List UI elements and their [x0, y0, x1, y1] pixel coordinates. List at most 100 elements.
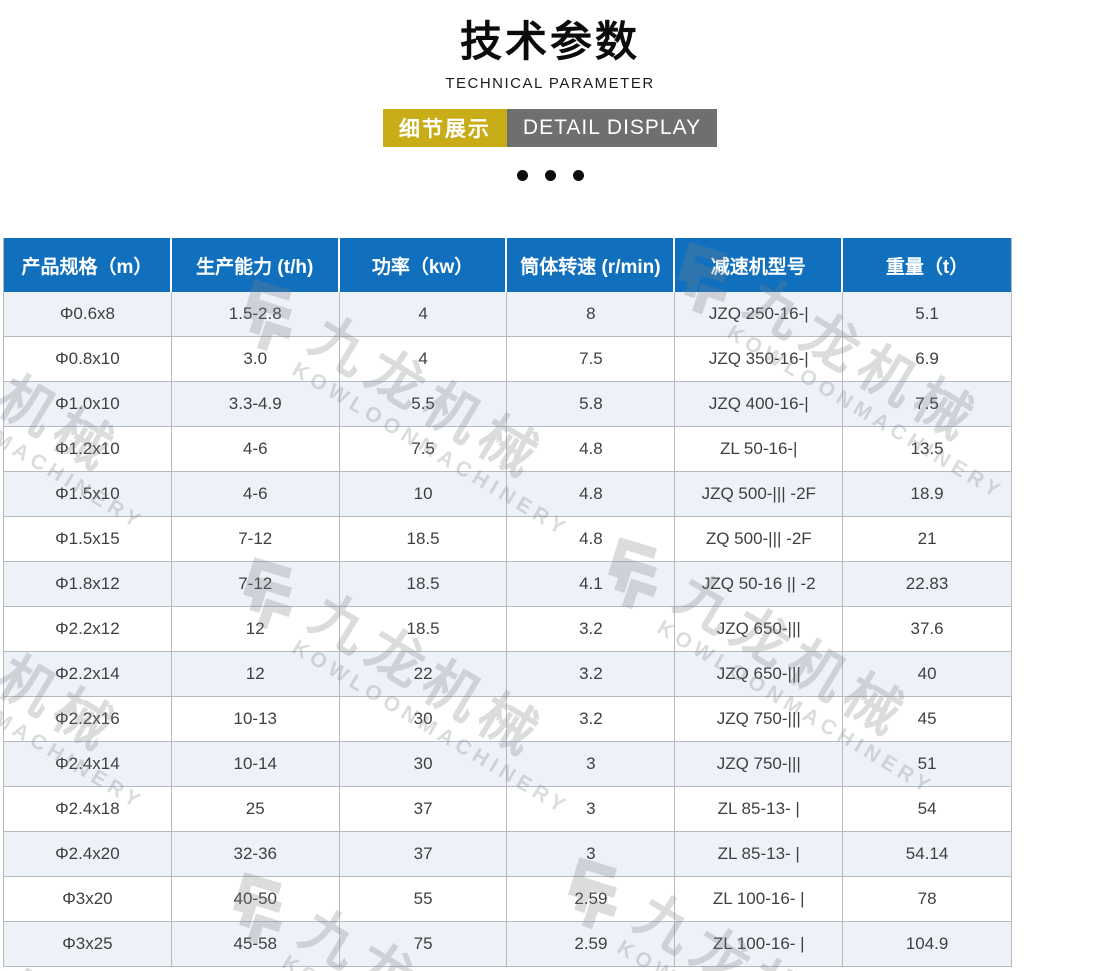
table-cell: 4-6: [172, 472, 340, 516]
table-row: Φ2.2x16 10-13 30 3.2 JZQ 750-||| 45: [4, 697, 1011, 742]
table-cell: ZL 100-16- |: [675, 877, 844, 921]
page-title: 技术参数: [459, 18, 640, 65]
table-cell: 40: [917, 664, 937, 683]
table-body: Φ0.6x8 1.5-2.8 4 8 JZQ 250-16-| 5.1 Φ0.8…: [4, 292, 1011, 967]
table-cell: 4-6: [172, 427, 340, 471]
table-cell: 22.83: [905, 574, 949, 593]
table-cell: 18.9: [910, 484, 944, 503]
table-cell: 3.2: [507, 652, 676, 696]
table-row: Φ1.2x10 4-6 7.5 4.8 ZL 50-16-| 13.5: [4, 427, 1011, 472]
table-cell: 32-36: [172, 832, 340, 876]
col-header-spec: 产品规格（m）: [4, 238, 172, 292]
table-cell: 51: [917, 754, 937, 773]
table-cell: 4.1: [507, 562, 676, 606]
col-header-capacity: 生产能力 (t/h): [171, 238, 340, 292]
table-cell: Φ2.2x14: [4, 652, 172, 696]
table-cell: Φ2.4x18: [4, 787, 172, 831]
table-cell: 18.5: [340, 562, 508, 606]
table-row: Φ3x25 45-58 75 2.59 ZL 100-16- | 104.9: [4, 922, 1011, 967]
col-header-speed: 筒体转速 (r/min): [507, 238, 676, 292]
dot: [572, 170, 584, 182]
table-cell: 8: [507, 292, 676, 336]
table-cell: JZQ 400-16-|: [675, 382, 844, 426]
table-row: Φ1.5x15 7-12 18.5 4.8 ZQ 500-||| -2F 21: [4, 517, 1011, 562]
table-cell: JZQ 350-16-|: [675, 337, 844, 381]
page-header: 技术参数 TECHNICAL PARAMETER 细节展示 DETAIL DIS…: [0, 0, 1100, 182]
table-cell: 18.5: [340, 607, 508, 651]
table-cell: Φ1.0x10: [4, 382, 172, 426]
table-cell: 3.2: [507, 607, 676, 651]
table-cell: 54: [917, 799, 937, 818]
table-row: Φ1.5x10 4-6 10 4.8 JZQ 500-||| -2F 18.9: [4, 472, 1011, 517]
table-cell: 18.5: [340, 517, 508, 561]
table-row: Φ0.8x10 3.0 4 7.5 JZQ 350-16-| 6.9: [4, 337, 1011, 382]
dot: [544, 170, 556, 182]
table-cell: Φ3x25: [4, 922, 172, 966]
table-cell: Φ0.8x10: [4, 337, 172, 381]
table-cell: 2.59: [507, 922, 676, 966]
table-cell: 7-12: [172, 562, 340, 606]
table-cell: 21: [917, 529, 937, 548]
detail-badge-en: DETAIL DISPLAY: [506, 109, 718, 148]
table-cell: 5.5: [340, 382, 508, 426]
col-header-reducer: 减速机型号: [675, 238, 844, 292]
table-cell: 2.59: [507, 877, 676, 921]
dots-separator: [0, 170, 1100, 182]
table-cell: 30: [340, 742, 508, 786]
dot: [516, 170, 528, 182]
table-cell: 75: [340, 922, 508, 966]
table-cell: 40-50: [172, 877, 340, 921]
table-cell: 104.9: [905, 934, 949, 953]
table-cell: 7.5: [507, 337, 676, 381]
table-cell: 55: [340, 877, 508, 921]
col-header-weight: 重量（t）: [843, 238, 1011, 292]
table-cell: 3: [507, 787, 676, 831]
table-cell: ZL 100-16- |: [675, 922, 844, 966]
table-cell: Φ2.4x20: [4, 832, 172, 876]
table-cell: Φ0.6x8: [4, 292, 172, 336]
table-cell: 3: [507, 742, 676, 786]
table-cell: Φ2.2x12: [4, 607, 172, 651]
table-cell: 6.9: [915, 349, 939, 368]
table-row: Φ2.4x20 32-36 37 3 ZL 85-13- | 54.14: [4, 832, 1011, 877]
table-cell: 3.0: [172, 337, 340, 381]
table-cell: 4: [340, 292, 508, 336]
table-row: Φ2.4x14 10-14 30 3 JZQ 750-||| 51: [4, 742, 1011, 787]
table-cell: 7.5: [915, 394, 939, 413]
table-row: Φ2.4x18 25 37 3 ZL 85-13- | 54: [4, 787, 1011, 832]
table-cell: JZQ 650-|||: [675, 652, 844, 696]
table-cell: 45-58: [172, 922, 340, 966]
table-cell: 10: [340, 472, 508, 516]
table-row: Φ2.2x14 12 22 3.2 JZQ 650-||| 40: [4, 652, 1011, 697]
table-cell: Φ1.5x10: [4, 472, 172, 516]
table-cell: 7.5: [340, 427, 508, 471]
table-cell: 78: [917, 889, 937, 908]
col-header-power: 功率（kw）: [339, 238, 508, 292]
table-row: Φ1.8x12 7-12 18.5 4.1 JZQ 50-16 || -2 22…: [4, 562, 1011, 607]
table-cell: Φ2.4x14: [4, 742, 172, 786]
page-subtitle: TECHNICAL PARAMETER: [445, 75, 655, 93]
table-cell: 4: [340, 337, 508, 381]
table-row: Φ3x20 40-50 55 2.59 ZL 100-16- | 78: [4, 877, 1011, 922]
table-cell: JZQ 650-|||: [675, 607, 844, 651]
table-cell: 1.5-2.8: [172, 292, 340, 336]
table-cell: Φ1.2x10: [4, 427, 172, 471]
table-cell: ZL 85-13- |: [675, 832, 844, 876]
table-row: Φ0.6x8 1.5-2.8 4 8 JZQ 250-16-| 5.1: [4, 292, 1011, 337]
table-cell: 45: [917, 709, 937, 728]
table-cell: 7-12: [172, 517, 340, 561]
table-cell: JZQ 50-16 || -2: [675, 562, 844, 606]
table-cell: 4.8: [507, 517, 676, 561]
spec-table: 产品规格（m） 生产能力 (t/h) 功率（kw） 筒体转速 (r/min) 减…: [3, 238, 1012, 967]
table-cell: 3.2: [507, 697, 676, 741]
table-row: Φ1.0x10 3.3-4.9 5.5 5.8 JZQ 400-16-| 7.5: [4, 382, 1011, 427]
table-cell: ZQ 500-||| -2F: [675, 517, 844, 561]
table-cell: ZL 85-13- |: [675, 787, 844, 831]
table-cell: 30: [340, 697, 508, 741]
table-row: Φ2.2x12 12 18.5 3.2 JZQ 650-||| 37.6: [4, 607, 1011, 652]
table-cell: 37.6: [910, 619, 944, 638]
table-cell: 25: [172, 787, 340, 831]
table-cell: JZQ 750-|||: [675, 742, 844, 786]
table-cell: 54.14: [905, 844, 949, 863]
section-badges: 细节展示 DETAIL DISPLAY: [382, 109, 718, 148]
